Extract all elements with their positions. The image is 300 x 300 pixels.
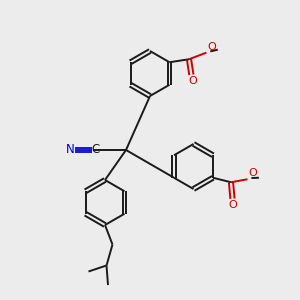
Text: O: O bbox=[211, 50, 212, 51]
Text: C: C bbox=[91, 143, 99, 156]
Text: N: N bbox=[65, 143, 74, 156]
Text: O: O bbox=[229, 200, 238, 210]
Text: O: O bbox=[248, 168, 257, 178]
Text: O: O bbox=[188, 76, 197, 86]
Text: O: O bbox=[207, 42, 216, 52]
